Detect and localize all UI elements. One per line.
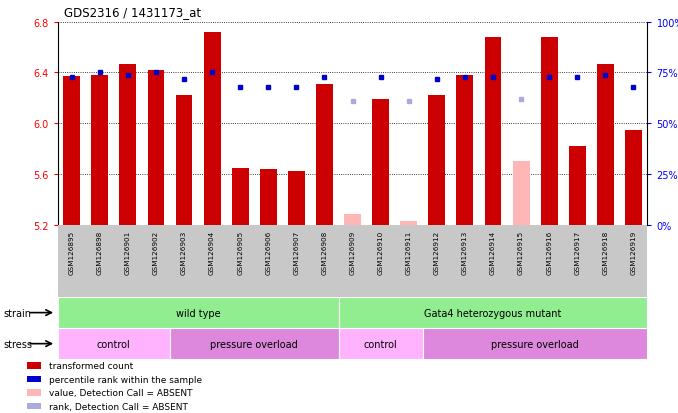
Bar bbox=[119, 64, 136, 225]
Text: Gata4 heterozygous mutant: Gata4 heterozygous mutant bbox=[424, 308, 561, 318]
Bar bbox=[176, 96, 193, 225]
Bar bbox=[232, 168, 249, 225]
Text: rank, Detection Call = ABSENT: rank, Detection Call = ABSENT bbox=[49, 401, 188, 411]
Bar bbox=[58, 328, 170, 359]
Bar bbox=[27, 363, 41, 369]
Text: control: control bbox=[364, 339, 397, 349]
Bar bbox=[423, 328, 647, 359]
Bar bbox=[428, 96, 445, 225]
Text: GSM126898: GSM126898 bbox=[97, 230, 103, 274]
Bar bbox=[456, 76, 473, 225]
Bar bbox=[485, 38, 502, 225]
Bar bbox=[148, 71, 164, 225]
Text: GSM126914: GSM126914 bbox=[490, 230, 496, 274]
Text: GSM126911: GSM126911 bbox=[405, 230, 412, 274]
Bar bbox=[372, 100, 389, 225]
Text: control: control bbox=[97, 339, 131, 349]
Bar bbox=[569, 147, 586, 225]
Text: GSM126901: GSM126901 bbox=[125, 230, 131, 274]
Bar bbox=[338, 328, 423, 359]
Bar bbox=[92, 76, 108, 225]
Text: GSM126919: GSM126919 bbox=[631, 230, 637, 274]
Text: strain: strain bbox=[3, 308, 31, 318]
Text: GSM126915: GSM126915 bbox=[518, 230, 524, 274]
Bar bbox=[338, 297, 647, 328]
Bar bbox=[316, 85, 333, 225]
Text: GSM126902: GSM126902 bbox=[153, 230, 159, 274]
Text: GSM126908: GSM126908 bbox=[321, 230, 327, 274]
Text: stress: stress bbox=[3, 339, 33, 349]
Text: GSM126903: GSM126903 bbox=[181, 230, 187, 274]
Bar bbox=[27, 389, 41, 396]
Bar bbox=[63, 77, 80, 225]
Text: transformed count: transformed count bbox=[49, 361, 133, 370]
Text: wild type: wild type bbox=[176, 308, 220, 318]
Text: GSM126904: GSM126904 bbox=[209, 230, 215, 274]
Text: GSM126895: GSM126895 bbox=[68, 230, 75, 274]
Text: GDS2316 / 1431173_at: GDS2316 / 1431173_at bbox=[64, 6, 201, 19]
Text: GSM126907: GSM126907 bbox=[294, 230, 300, 274]
Bar bbox=[203, 33, 220, 225]
Bar bbox=[288, 172, 305, 225]
Bar bbox=[597, 64, 614, 225]
Bar bbox=[344, 215, 361, 225]
Text: GSM126912: GSM126912 bbox=[434, 230, 440, 274]
Text: pressure overload: pressure overload bbox=[492, 339, 579, 349]
Text: GSM126913: GSM126913 bbox=[462, 230, 468, 274]
Text: GSM126909: GSM126909 bbox=[350, 230, 355, 274]
Bar bbox=[27, 403, 41, 409]
Text: GSM126918: GSM126918 bbox=[602, 230, 608, 274]
Bar bbox=[170, 328, 338, 359]
Text: pressure overload: pressure overload bbox=[210, 339, 298, 349]
Text: GSM126910: GSM126910 bbox=[378, 230, 384, 274]
Bar bbox=[513, 162, 530, 225]
Bar bbox=[541, 38, 557, 225]
Text: percentile rank within the sample: percentile rank within the sample bbox=[49, 375, 202, 384]
Bar bbox=[625, 130, 642, 225]
Text: value, Detection Call = ABSENT: value, Detection Call = ABSENT bbox=[49, 388, 192, 397]
Text: GSM126905: GSM126905 bbox=[237, 230, 243, 274]
Text: GSM126906: GSM126906 bbox=[265, 230, 271, 274]
Bar bbox=[260, 169, 277, 225]
Text: GSM126917: GSM126917 bbox=[574, 230, 580, 274]
Bar bbox=[27, 376, 41, 382]
Bar bbox=[58, 297, 338, 328]
Text: GSM126916: GSM126916 bbox=[546, 230, 552, 274]
Bar bbox=[400, 221, 417, 225]
